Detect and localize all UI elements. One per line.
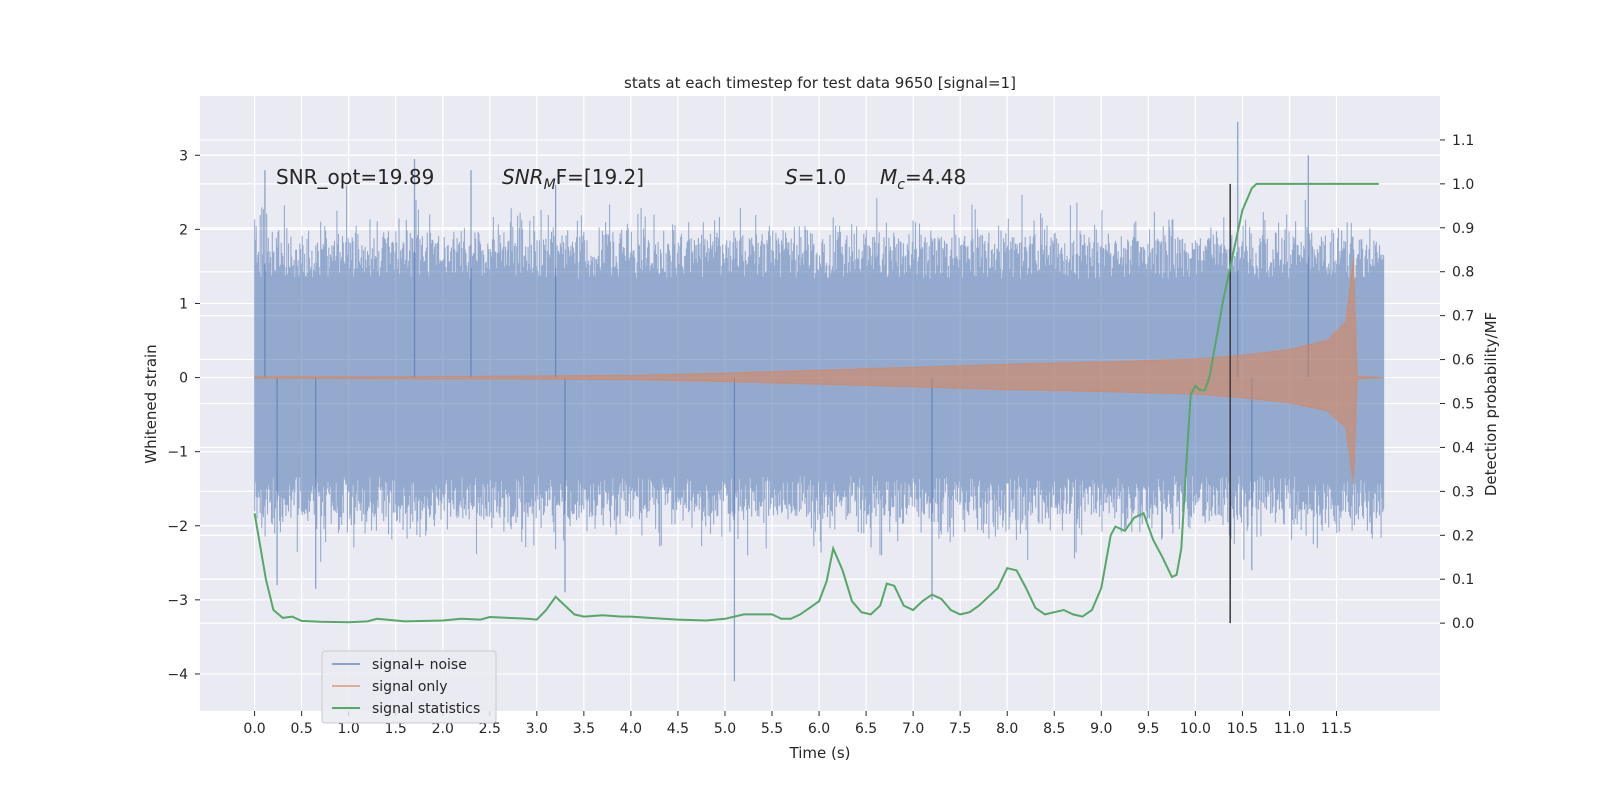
legend-box [321,650,497,724]
legend: signal+ noise signal only signal statist… [321,650,497,724]
y-right-tick-label-7: 0.4 [1452,440,1474,456]
y-right-axis-label: Detection probability/MF [1482,312,1500,496]
x-tick-label-0: 0.0 [243,721,265,737]
annotation-mc-base: M [880,165,897,189]
y-left-tick-label-0: 3 [179,148,188,164]
legend-label-signal-statistics: signal statistics [372,701,480,717]
x-tick-label-11: 5.5 [761,721,783,737]
annotation-s-value: =1.0 [798,165,847,189]
series-signal-only [254,258,1384,485]
signal-statistics-line [253,182,1379,624]
annotation-snr-mf-base: SNR [502,165,544,189]
y-right-tick-label-6: 0.5 [1452,397,1474,413]
annotation-s-symbol: S [785,165,798,189]
annotation-snr-mf-sub: M [544,177,556,193]
x-tick-label-12: 6.0 [808,721,830,737]
y-left-axis-ticks: 3 2 1 0 −1 −2 −3 −4 [167,148,200,683]
x-tick-label-23: 11.5 [1321,721,1352,737]
x-tick-label-1: 0.5 [290,721,312,737]
chart-title: stats at each timestep for test data 965… [624,74,1016,92]
y-right-tick-label-1: 1.0 [1452,177,1474,193]
x-tick-label-6: 3.0 [526,721,548,737]
y-right-tick-label-10: 0.1 [1452,572,1474,588]
y-left-tick-label-2: 1 [179,296,188,312]
x-tick-label-5: 2.5 [479,721,501,737]
y-left-tick-label-3: 0 [179,371,188,387]
x-tick-label-15: 7.5 [949,721,971,737]
legend-label-signal-only: signal only [372,679,447,695]
y-right-tick-label-11: 0.0 [1452,616,1474,632]
y-left-tick-label-4: −1 [167,445,188,461]
x-tick-label-10: 5.0 [714,721,736,737]
y-left-axis-label: Whitened strain [142,344,160,463]
x-tick-label-18: 9.0 [1090,721,1112,737]
x-axis-ticks: 0.0 0.5 1.0 1.5 2.0 2.5 3.0 3.5 4.0 4.5 5.0 5.5 6.0 6… [243,711,1352,737]
y-right-tick-label-5: 0.6 [1452,353,1474,369]
y-right-tick-label-4: 0.7 [1452,309,1474,325]
y-right-tick-label-0: 1.1 [1452,133,1474,149]
y-left-tick-label-7: −4 [167,667,188,683]
x-tick-label-19: 9.5 [1137,721,1159,737]
y-right-tick-label-3: 0.8 [1452,265,1474,281]
x-tick-label-8: 4.0 [620,721,642,737]
x-tick-label-16: 8.0 [996,721,1018,737]
x-tick-label-22: 11.0 [1274,721,1305,737]
annotation-mc-value: =4.48 [905,165,966,189]
x-tick-label-20: 10.0 [1180,721,1211,737]
y-right-tick-label-8: 0.3 [1452,484,1474,500]
signal-only-trace [254,258,1384,485]
x-tick-label-17: 8.5 [1043,721,1065,737]
x-tick-label-21: 10.5 [1227,721,1258,737]
annotation-mc: Mc=4.48 [880,165,966,193]
annotation-snr-mf: SNRMF=[19.2] [502,165,644,193]
x-tick-label-14: 7.0 [902,721,924,737]
x-tick-label-13: 6.5 [855,721,877,737]
annotation-mc-sub: c [897,177,905,193]
x-tick-label-4: 2.0 [432,721,454,737]
y-right-axis-ticks: 1.1 1.0 0.9 0.8 0.7 0.6 0.5 0.4 0.3 0.2 0.1 0.0 [1440,133,1474,632]
x-tick-label-7: 3.5 [573,721,595,737]
signal-plus-noise-peaks [264,121,1309,682]
y-right-tick-label-9: 0.2 [1452,528,1474,544]
series-signal-statistics [253,182,1379,624]
x-axis-label: Time (s) [789,744,851,762]
annotation-snr-opt: SNR_opt=19.89 [276,165,434,189]
x-tick-label-3: 1.5 [385,721,407,737]
annotation-snr-mf-rest: F=[19.2] [556,165,644,189]
y-left-tick-label-5: −2 [167,519,188,535]
y-left-tick-label-1: 2 [179,222,188,238]
x-tick-label-2: 1.0 [338,721,360,737]
x-tick-label-9: 4.5 [667,721,689,737]
legend-label-signal-plus-noise: signal+ noise [372,657,467,673]
y-right-tick-label-2: 0.9 [1452,221,1474,237]
y-left-tick-label-6: −3 [167,593,188,609]
annotation-s: S=1.0 [785,165,846,189]
